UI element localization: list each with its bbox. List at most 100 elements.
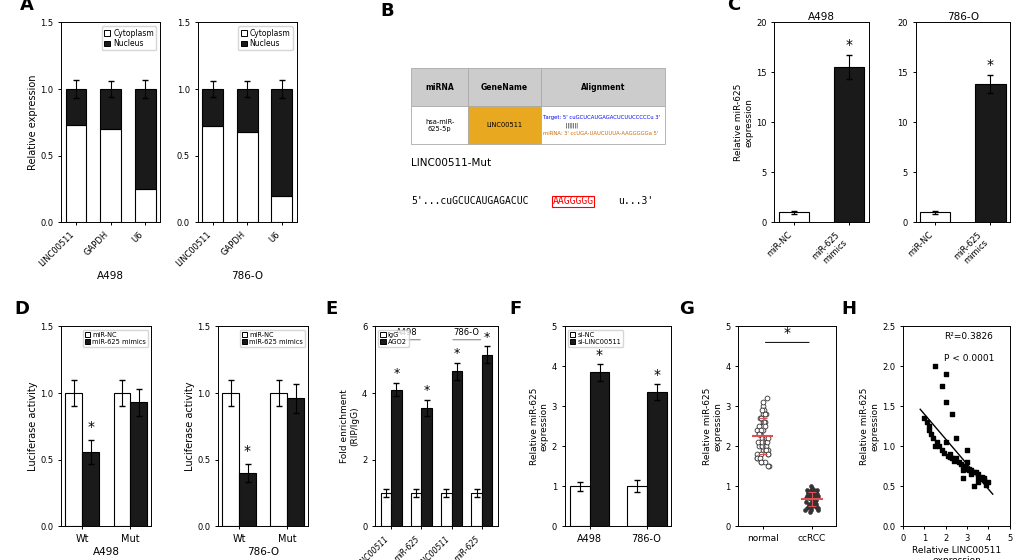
Point <box>915 414 931 423</box>
Y-axis label: Relative expression: Relative expression <box>28 74 38 170</box>
Bar <box>287 398 304 526</box>
Bar <box>626 487 646 526</box>
Point <box>954 466 970 475</box>
Point <box>969 472 985 481</box>
Point <box>750 442 766 451</box>
Point <box>807 500 823 509</box>
Point <box>967 468 983 477</box>
Text: A: A <box>19 0 34 15</box>
Point <box>936 398 953 407</box>
Point <box>950 458 966 467</box>
Point <box>936 438 953 447</box>
Bar <box>113 393 130 526</box>
Point <box>797 506 813 515</box>
Point <box>754 426 770 435</box>
Point <box>753 438 769 447</box>
X-axis label: A498: A498 <box>97 272 124 282</box>
Point <box>979 478 996 487</box>
Point <box>920 422 936 431</box>
Point <box>801 502 817 511</box>
Text: *: * <box>423 384 429 397</box>
Bar <box>421 408 432 526</box>
Text: P < 0.0001: P < 0.0001 <box>943 354 994 363</box>
Bar <box>271 89 291 196</box>
Title: 786-O: 786-O <box>946 12 978 22</box>
Bar <box>646 393 665 526</box>
Bar <box>65 125 87 222</box>
Bar <box>202 127 223 222</box>
Point <box>809 504 825 513</box>
Legend: miR-NC, miR-625 mimics: miR-NC, miR-625 mimics <box>83 330 148 347</box>
Point <box>806 498 822 507</box>
Point <box>754 410 770 419</box>
Text: *: * <box>244 445 251 459</box>
Bar <box>481 354 492 526</box>
Point <box>748 454 764 463</box>
Text: E: E <box>325 300 337 319</box>
Point <box>801 508 817 517</box>
Point <box>748 450 764 459</box>
Point <box>797 494 813 503</box>
Bar <box>589 372 609 526</box>
Point <box>748 426 764 435</box>
Bar <box>391 390 401 526</box>
Text: 5'...cuGCUCAUGAGACUC: 5'...cuGCUCAUGAGACUC <box>411 197 528 207</box>
Point <box>920 426 936 435</box>
FancyBboxPatch shape <box>468 68 540 106</box>
Point <box>759 462 775 471</box>
Y-axis label: Relative miR-625
expression: Relative miR-625 expression <box>734 83 753 161</box>
Bar <box>222 393 238 526</box>
X-axis label: 786-O: 786-O <box>247 547 279 557</box>
Point <box>808 486 824 495</box>
Text: B: B <box>380 2 393 20</box>
Point <box>969 478 985 487</box>
Point <box>801 494 817 503</box>
Point <box>805 500 821 509</box>
Point <box>802 502 818 511</box>
Point <box>802 492 818 501</box>
Text: H: H <box>841 300 855 319</box>
Point <box>805 496 821 505</box>
Point <box>803 490 819 499</box>
Point <box>750 430 766 439</box>
Point <box>752 426 768 435</box>
Point <box>755 406 771 415</box>
Point <box>926 362 943 371</box>
Point <box>805 486 821 495</box>
Point <box>800 490 816 499</box>
Point <box>797 498 813 507</box>
Text: |||||||: ||||||| <box>543 123 578 128</box>
X-axis label: A498: A498 <box>93 547 119 557</box>
Point <box>971 474 987 483</box>
Point <box>956 462 972 471</box>
Bar <box>65 89 87 125</box>
Bar <box>411 493 421 526</box>
Point <box>755 418 771 427</box>
Bar <box>451 371 462 526</box>
Point <box>759 450 775 459</box>
Point <box>962 470 978 479</box>
Point <box>924 434 941 443</box>
Point <box>807 496 823 505</box>
Y-axis label: Relative miR-625
expression: Relative miR-625 expression <box>529 388 548 465</box>
Point <box>809 506 825 515</box>
Bar <box>471 493 481 526</box>
Point <box>808 504 824 513</box>
Point <box>973 472 989 481</box>
Bar <box>777 212 808 222</box>
FancyBboxPatch shape <box>411 106 468 144</box>
Point <box>975 475 991 484</box>
Point <box>754 402 770 411</box>
Point <box>922 430 938 439</box>
Bar <box>440 493 451 526</box>
Y-axis label: Fold enrichment
(RIP/IgG): Fold enrichment (RIP/IgG) <box>339 390 359 463</box>
Point <box>753 422 769 431</box>
Point <box>941 452 957 461</box>
Bar <box>135 189 156 222</box>
Point <box>802 486 818 495</box>
Text: *: * <box>985 58 993 72</box>
Point <box>758 394 774 403</box>
Point <box>930 442 947 451</box>
Point <box>803 498 819 507</box>
Text: LINC00511: LINC00511 <box>486 123 522 128</box>
